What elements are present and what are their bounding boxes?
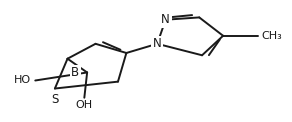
Text: B: B xyxy=(71,66,79,79)
Text: CH₃: CH₃ xyxy=(261,31,282,41)
Text: N: N xyxy=(153,37,161,50)
Text: OH: OH xyxy=(76,100,93,110)
Text: N: N xyxy=(161,13,170,26)
Text: S: S xyxy=(51,93,59,106)
Text: HO: HO xyxy=(14,76,31,86)
